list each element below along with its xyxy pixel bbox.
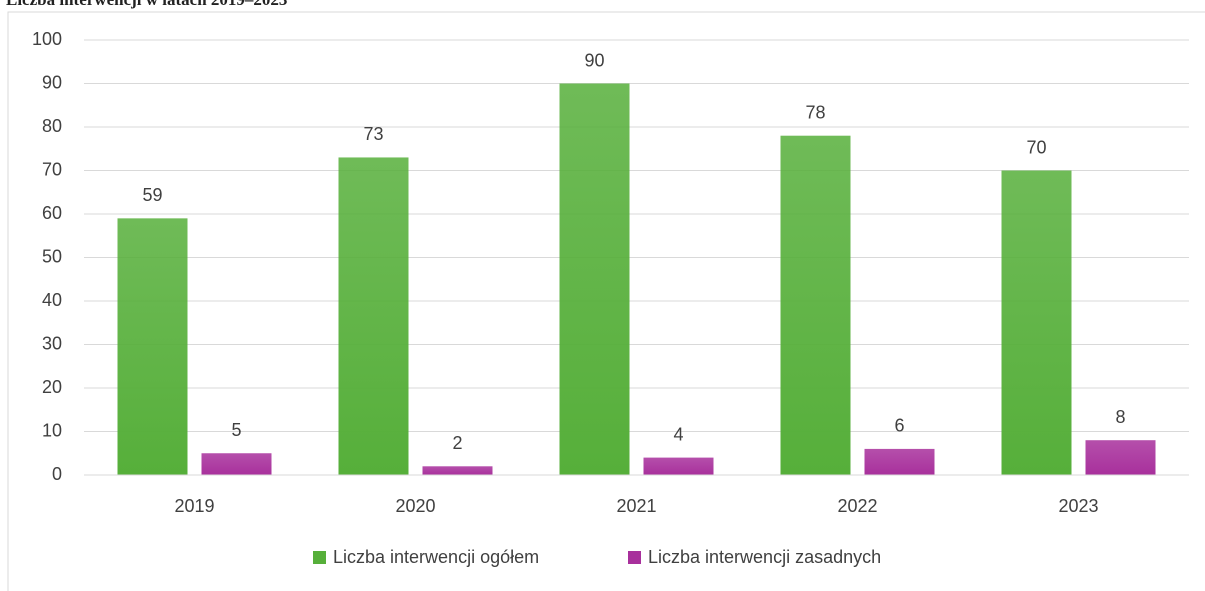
y-tick-label: 10: [42, 420, 62, 440]
bar: [338, 157, 409, 475]
bar: [422, 466, 493, 475]
x-tick-label: 2023: [1058, 496, 1098, 516]
data-label: 73: [363, 124, 383, 144]
y-tick-label: 0: [52, 464, 62, 484]
data-label: 4: [673, 424, 683, 444]
bar: [559, 83, 630, 475]
data-label: 59: [142, 185, 162, 205]
chart-title: Liczba interwencji w latach 2019–2023: [6, 0, 287, 9]
y-tick-label: 20: [42, 377, 62, 397]
y-tick-label: 30: [42, 333, 62, 353]
bar: [643, 457, 714, 475]
legend-label: Liczba interwencji ogółem: [333, 547, 539, 567]
y-tick-label: 60: [42, 203, 62, 223]
x-tick-label: 2019: [174, 496, 214, 516]
y-tick-label: 70: [42, 159, 62, 179]
x-tick-label: 2021: [616, 496, 656, 516]
bar: [864, 448, 935, 475]
bar: [117, 218, 188, 475]
legend-label: Liczba interwencji zasadnych: [648, 547, 881, 567]
data-label: 2: [452, 433, 462, 453]
legend-swatch: [313, 551, 326, 564]
bar: [1001, 170, 1072, 475]
bar: [1085, 440, 1156, 475]
bar: [201, 453, 272, 475]
x-tick-label: 2022: [837, 496, 877, 516]
data-label: 70: [1026, 137, 1046, 157]
legend-swatch: [628, 551, 641, 564]
data-label: 78: [805, 102, 825, 122]
y-tick-label: 40: [42, 290, 62, 310]
data-label: 5: [231, 420, 241, 440]
data-label: 6: [894, 416, 904, 436]
data-label: 8: [1115, 407, 1125, 427]
x-tick-label: 2020: [395, 496, 435, 516]
y-tick-label: 50: [42, 246, 62, 266]
data-label: 90: [584, 50, 604, 70]
chart-border: [7, 11, 1205, 591]
y-tick-label: 80: [42, 116, 62, 136]
bar: [780, 135, 851, 475]
y-tick-label: 100: [32, 29, 62, 49]
y-tick-label: 90: [42, 72, 62, 92]
